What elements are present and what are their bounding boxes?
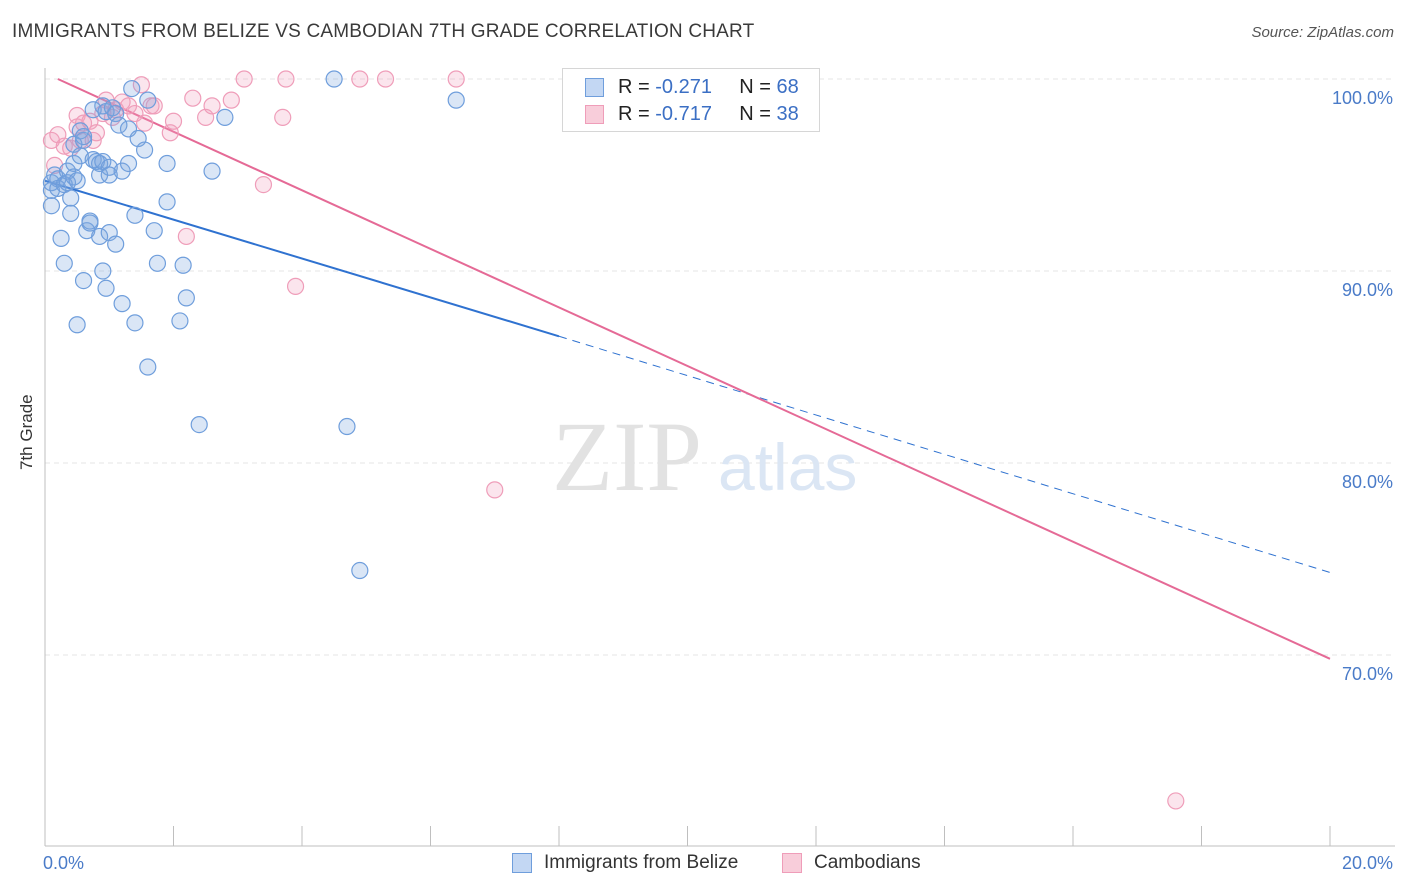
watermark-atlas: atlas xyxy=(718,430,857,504)
trend-line-belize xyxy=(44,179,560,338)
point-belize xyxy=(190,416,208,434)
point-belize xyxy=(139,358,157,376)
point-cambodians xyxy=(274,108,292,127)
point-belize xyxy=(74,131,93,150)
point-belize xyxy=(351,561,369,580)
point-cambodians xyxy=(177,227,195,246)
point-cambodians xyxy=(351,70,369,88)
legend-n-value: 38 xyxy=(776,102,799,125)
data-points xyxy=(42,70,1185,810)
y-tick-label: 80.0% xyxy=(1342,472,1393,492)
point-belize xyxy=(62,189,80,207)
point-belize xyxy=(325,70,343,88)
point-belize xyxy=(52,229,70,247)
point-belize xyxy=(119,154,138,173)
point-belize xyxy=(84,101,102,119)
point-belize xyxy=(148,254,167,272)
point-cambodians xyxy=(235,70,253,88)
point-cambodians xyxy=(277,70,295,88)
chart-title: IMMIGRANTS FROM BELIZE VS CAMBODIAN 7TH … xyxy=(12,21,755,42)
watermark: ZIP atlas xyxy=(552,401,857,512)
legend-row-belize: R = -0.271 N = 68 xyxy=(585,74,799,100)
legend-r-value: -0.717 xyxy=(655,102,712,125)
y-tick-labels: 100.0% 90.0% 80.0% 70.0% xyxy=(1332,88,1393,684)
point-belize xyxy=(100,166,118,184)
legend-n-value: 68 xyxy=(776,75,799,98)
legend-n-label: N = xyxy=(739,102,771,125)
point-belize xyxy=(91,227,109,246)
legend-r-value: -0.271 xyxy=(655,75,712,98)
series-legend-belize[interactable]: Immigrants from Belize xyxy=(512,852,738,874)
point-cambodians xyxy=(376,70,395,88)
point-belize xyxy=(145,222,163,240)
point-belize xyxy=(68,172,86,190)
x-tick-min: 0.0% xyxy=(43,853,84,873)
point-belize xyxy=(158,193,176,211)
point-belize xyxy=(203,162,221,180)
point-belize xyxy=(216,108,234,127)
y-tick-label: 90.0% xyxy=(1342,280,1393,300)
point-belize xyxy=(68,316,86,334)
series-swatch-belize xyxy=(512,853,532,873)
point-cambodians xyxy=(184,89,202,107)
point-belize xyxy=(135,141,154,159)
point-belize xyxy=(123,79,141,98)
point-cambodians xyxy=(486,481,504,499)
legend-r-label: R = xyxy=(618,102,650,125)
x-tick-max: 20.0% xyxy=(1342,853,1393,873)
y-tick-label: 100.0% xyxy=(1332,88,1393,108)
point-cambodians xyxy=(203,97,221,115)
stats-legend: R = -0.271 N = 68 R = -0.717 N = 38 xyxy=(562,68,820,132)
point-cambodians xyxy=(135,114,154,132)
trend-lines xyxy=(44,78,1331,660)
point-belize xyxy=(338,417,356,436)
point-belize xyxy=(97,279,115,297)
legend-swatch-cambodians xyxy=(585,104,604,124)
point-belize xyxy=(107,235,125,253)
legend-n-label: N = xyxy=(739,75,771,98)
point-cambodians xyxy=(132,76,150,94)
point-belize xyxy=(126,206,144,224)
point-belize xyxy=(74,128,93,146)
legend-r-label: R = xyxy=(618,75,650,98)
point-belize xyxy=(42,197,61,215)
point-belize xyxy=(55,254,73,272)
source-label: Source: ZipAtlas.com xyxy=(1251,24,1394,41)
point-belize xyxy=(113,295,131,313)
point-cambodians xyxy=(145,97,163,115)
y-tick-label: 70.0% xyxy=(1342,664,1393,684)
series-swatch-cambodians xyxy=(782,853,802,873)
series-label-belize: Immigrants from Belize xyxy=(544,852,739,873)
point-cambodians xyxy=(447,70,465,88)
point-belize xyxy=(94,262,112,280)
series-label-cambodians: Cambodians xyxy=(814,852,921,873)
point-belize xyxy=(62,204,80,222)
point-belize xyxy=(81,212,99,230)
point-belize xyxy=(177,289,195,307)
series-legend-cambodians[interactable]: Cambodians xyxy=(782,852,921,874)
point-belize xyxy=(171,312,189,330)
watermark-zip: ZIP xyxy=(552,401,702,512)
legend-row-cambodians: R = -0.717 N = 38 xyxy=(585,101,799,127)
point-belize xyxy=(158,154,176,173)
point-cambodians xyxy=(1167,792,1185,810)
axes xyxy=(44,68,1395,847)
legend-swatch-belize xyxy=(585,77,604,97)
point-belize xyxy=(110,116,128,134)
point-belize xyxy=(139,91,157,109)
point-cambodians xyxy=(286,277,305,295)
point-belize xyxy=(174,256,192,274)
point-belize xyxy=(447,91,465,109)
trend-line-cambodians xyxy=(57,78,1331,660)
point-cambodians xyxy=(164,112,183,130)
point-cambodians xyxy=(254,176,273,194)
point-belize xyxy=(74,272,93,290)
point-cambodians xyxy=(222,91,240,109)
series-legend: Immigrants from Belize Cambodians xyxy=(0,852,1406,878)
point-belize xyxy=(126,314,144,332)
